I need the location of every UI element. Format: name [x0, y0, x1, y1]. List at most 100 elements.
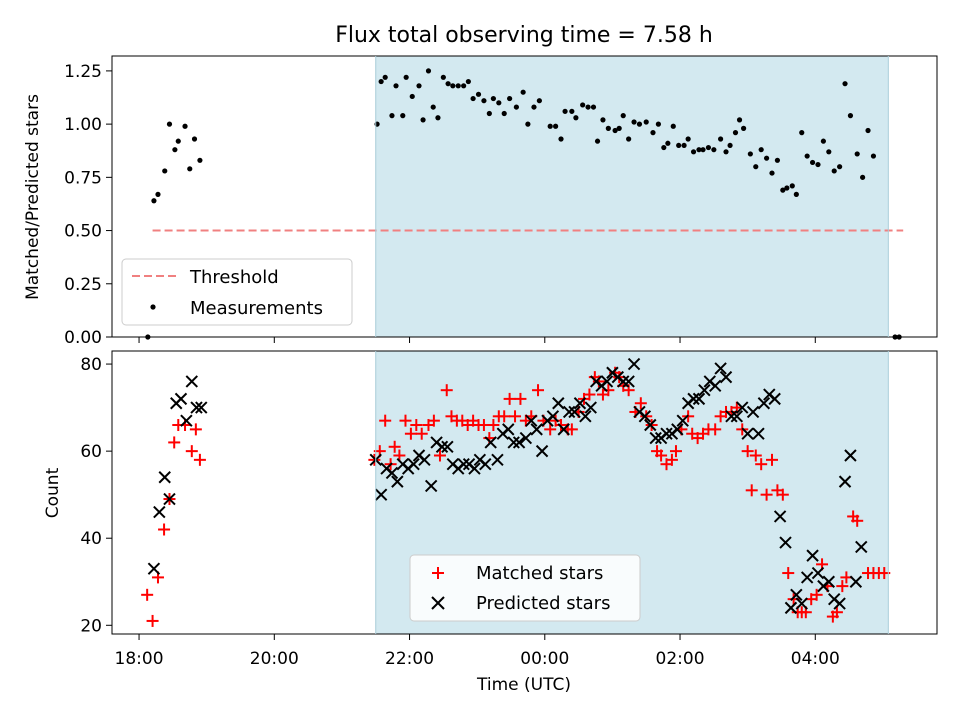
- measurement-point: [848, 113, 853, 118]
- measurement-point: [521, 90, 526, 95]
- measurement-point: [826, 149, 831, 154]
- measurement-point: [192, 136, 197, 141]
- measurement-point: [700, 147, 705, 152]
- measurement-point: [748, 151, 753, 156]
- measurement-point: [815, 162, 820, 167]
- measurement-point: [450, 83, 455, 88]
- measurement-point: [491, 96, 496, 101]
- y-axis-label-bottom: Count: [43, 467, 63, 518]
- measurement-point: [865, 128, 870, 133]
- measurement-point: [799, 130, 804, 135]
- panel-top: 0.000.250.500.751.001.25 Matched/Predict…: [23, 56, 937, 348]
- measurement-point: [548, 124, 553, 129]
- measurement-point: [389, 113, 394, 118]
- measurement-point: [431, 104, 436, 109]
- measurement-point: [686, 136, 691, 141]
- measurement-point: [644, 119, 649, 124]
- measurement-point: [595, 139, 600, 144]
- measurement-point: [585, 104, 590, 109]
- measurement-point: [741, 126, 746, 131]
- y-tick-label: 80: [80, 355, 102, 375]
- measurement-point: [656, 122, 661, 127]
- measurement-point: [691, 149, 696, 154]
- x-tick-label: 02:00: [656, 649, 705, 669]
- measurement-point: [718, 136, 723, 141]
- measurement-point: [775, 158, 780, 163]
- x-tick-label: 04:00: [791, 649, 840, 669]
- measurement-point: [631, 119, 636, 124]
- legend-top: Threshold Measurements: [122, 259, 352, 325]
- x-tick-label: 00:00: [520, 649, 569, 669]
- x-tick-label: 18:00: [115, 649, 164, 669]
- measurement-point: [481, 98, 486, 103]
- measurement-point: [665, 141, 670, 146]
- measurement-point: [441, 75, 446, 80]
- measurement-point: [737, 117, 742, 122]
- figure: Flux total observing time = 7.58 h 0.000…: [0, 0, 960, 720]
- measurement-point: [600, 117, 605, 122]
- measurement-point: [445, 81, 450, 86]
- measurement-point: [637, 122, 642, 127]
- measurement-point: [733, 130, 738, 135]
- y-tick-label: 1.00: [64, 115, 102, 135]
- measurement-point: [580, 102, 585, 107]
- measurement-point: [784, 185, 789, 190]
- measurement-point: [573, 115, 578, 120]
- measurement-point: [155, 192, 160, 197]
- measurement-point: [456, 83, 461, 88]
- legend-measurement-label: Measurements: [190, 298, 323, 319]
- measurement-point: [379, 79, 384, 84]
- legend-predicted-label: Predicted stars: [476, 593, 610, 614]
- measurement-point: [404, 75, 409, 80]
- y-tick-label: 0.50: [64, 222, 102, 242]
- measurement-point: [182, 124, 187, 129]
- measurement-point: [837, 164, 842, 169]
- measurement-point: [769, 170, 774, 175]
- legend-threshold-label: Threshold: [189, 267, 279, 288]
- measurement-point: [855, 151, 860, 156]
- measurement-point: [591, 104, 596, 109]
- y-tick-label: 20: [80, 616, 102, 636]
- measurement-point: [466, 79, 471, 84]
- legend-measurement-swatch: [150, 304, 155, 309]
- legend-matched-label: Matched stars: [476, 563, 603, 584]
- measurement-point: [711, 147, 716, 152]
- measurement-point: [727, 143, 732, 148]
- measurement-point: [514, 104, 519, 109]
- measurement-point: [871, 153, 876, 158]
- y-tick-label: 1.25: [64, 62, 102, 82]
- measurement-point: [167, 122, 172, 127]
- y-axis-label-top: Matched/Predicted stars: [23, 94, 43, 300]
- measurement-point: [525, 122, 530, 127]
- measurement-point: [626, 136, 631, 141]
- measurement-point: [383, 75, 388, 80]
- measurement-point: [172, 147, 177, 152]
- legend-bottom: Matched stars Predicted stars: [410, 555, 640, 621]
- measurement-point: [661, 145, 666, 150]
- measurement-point: [187, 166, 192, 171]
- measurement-point: [681, 143, 686, 148]
- measurement-point: [487, 111, 492, 116]
- measurement-point: [606, 126, 611, 131]
- measurement-point: [496, 100, 501, 105]
- measurement-point: [537, 98, 542, 103]
- measurement-point: [753, 164, 758, 169]
- night-band-top: [376, 56, 889, 337]
- measurement-point: [162, 168, 167, 173]
- measurement-point: [805, 153, 810, 158]
- measurement-point: [671, 124, 676, 129]
- x-tick-label: 20:00: [250, 649, 299, 669]
- measurement-point: [790, 183, 795, 188]
- measurement-point: [393, 83, 398, 88]
- measurement-point: [562, 109, 567, 114]
- measurement-point: [558, 136, 563, 141]
- measurement-point: [706, 145, 711, 150]
- x-axis-label: Time (UTC): [476, 675, 571, 695]
- measurement-point: [650, 130, 655, 135]
- measurement-point: [502, 111, 507, 116]
- chart-title: Flux total observing time = 7.58 h: [335, 23, 713, 48]
- measurement-point: [461, 83, 466, 88]
- measurement-point: [810, 160, 815, 165]
- measurement-point: [197, 158, 202, 163]
- measurement-point: [426, 68, 431, 73]
